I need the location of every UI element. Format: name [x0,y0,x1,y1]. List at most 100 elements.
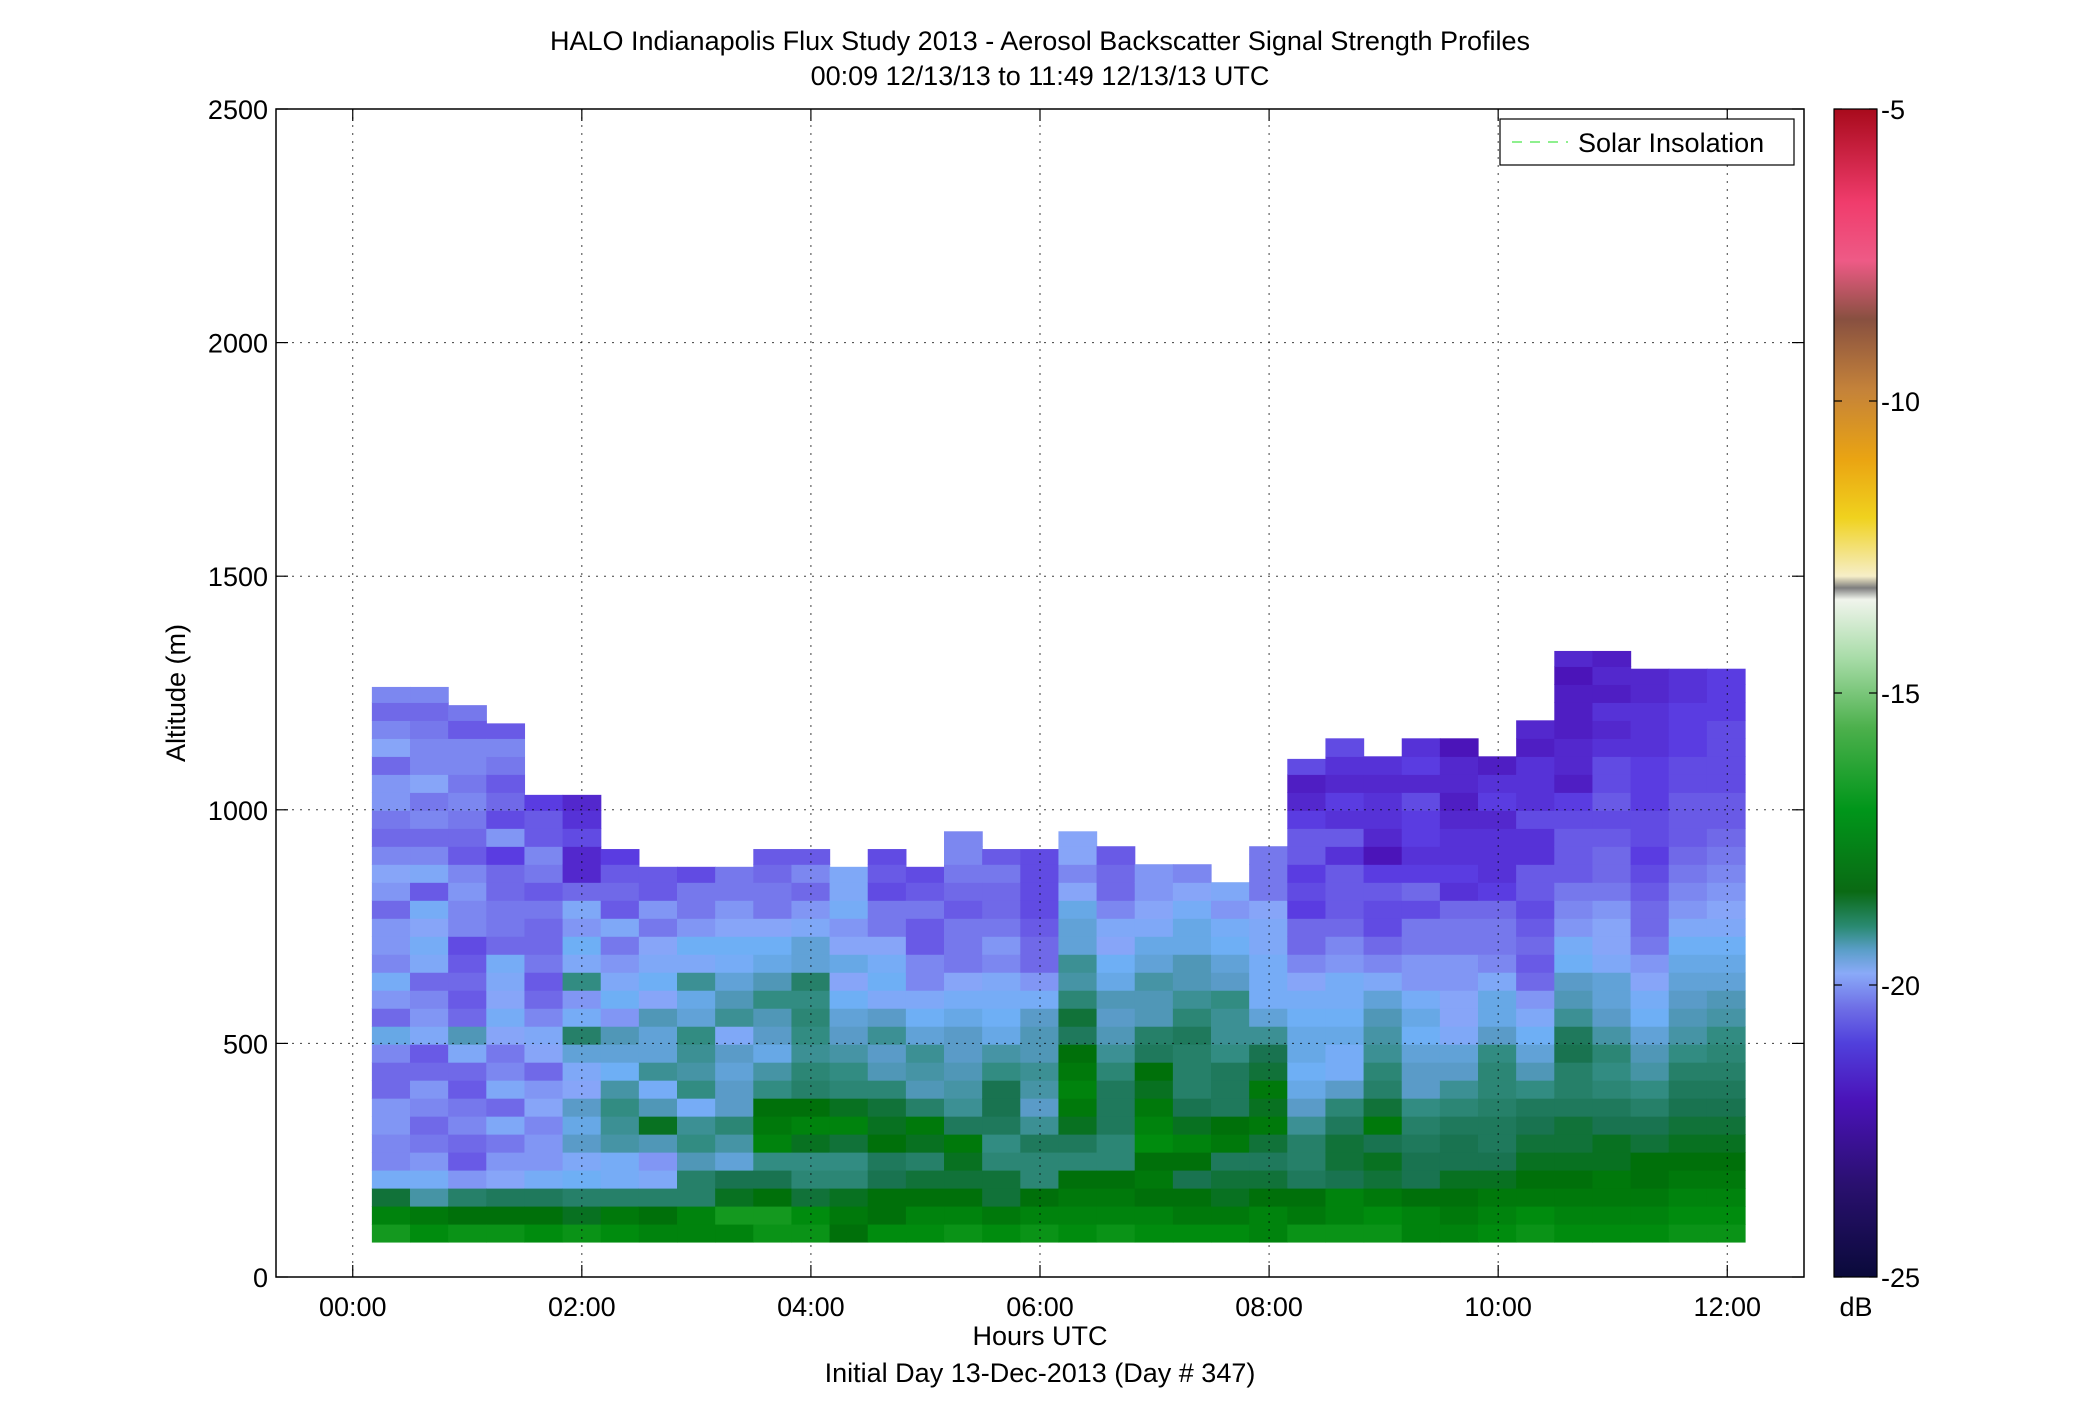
heatmap-cell [486,918,526,937]
heatmap-cell [1401,1170,1441,1189]
heatmap-cell [1668,954,1708,973]
heatmap-cell [410,1026,449,1045]
heatmap-cell [1211,1080,1250,1099]
heatmap-cell [486,990,526,1009]
heatmap-cell [1020,936,1060,955]
heatmap-cell [1516,1026,1555,1045]
heatmap-cell [1478,882,1517,901]
heatmap-cell [448,1062,487,1081]
heatmap-cell [1630,1044,1670,1063]
heatmap-cell [1096,1188,1136,1207]
heatmap-cell [371,686,411,703]
heatmap-cell [448,1008,487,1027]
heatmap-cell [410,1080,449,1099]
heatmap-cell [829,1080,869,1099]
heatmap-cell [1592,828,1632,847]
heatmap-cell [600,1205,640,1225]
heatmap-cell [715,1044,754,1063]
heatmap-cell [486,756,526,775]
heatmap-cell [982,936,1021,955]
heatmap-cell [1554,720,1594,739]
heatmap-cell [905,1062,945,1081]
heatmap-cell [1325,1170,1365,1189]
heatmap-cell [1363,1223,1403,1243]
heatmap-cell [638,866,678,883]
colorbar-tick-label: -10 [1881,387,1920,417]
heatmap-cell [371,1170,411,1189]
heatmap-cell [753,1098,793,1117]
heatmap-cell [867,1098,907,1117]
heatmap-cell [1478,936,1517,955]
heatmap-cell [1211,954,1250,973]
heatmap-cell [715,1080,754,1099]
heatmap-cell [600,1098,640,1117]
heatmap-cell [410,810,449,829]
heatmap-cell [1630,864,1670,883]
heatmap-cell [1630,684,1670,703]
heatmap-cell [1516,810,1555,829]
heatmap-cell [677,972,716,991]
heatmap-cell [1325,1116,1365,1135]
heatmap-cell [562,1170,602,1189]
heatmap-cell [1401,846,1441,865]
heatmap-cell [1554,864,1594,883]
heatmap-cell [1058,1134,1098,1153]
heatmap-cell [1401,1223,1441,1243]
heatmap-cell [524,864,564,883]
heatmap-cell [524,1008,564,1027]
heatmap-cell [1249,954,1288,973]
heatmap-cell [524,918,564,937]
heatmap-cell [791,990,831,1009]
heatmap-cell [638,1098,678,1117]
heatmap-cell [1134,972,1174,991]
heatmap-cell [1592,756,1632,775]
heatmap-cell [1706,792,1746,811]
heatmap-cell [1668,990,1708,1009]
heatmap-cell [1401,900,1441,919]
heatmap-cell [982,849,1021,865]
heatmap-cell [448,1098,487,1117]
heatmap-cell [753,936,793,955]
heatmap-cell [1439,810,1479,829]
heatmap-cell [1249,882,1288,901]
heatmap-cell [410,1044,449,1063]
heatmap-cell [448,738,487,757]
heatmap-cell [1401,1008,1441,1027]
heatmap-cell [1325,1098,1365,1117]
x-tick-label: 04:00 [777,1292,845,1322]
heatmap-cell [1249,846,1288,865]
heatmap-cell [753,1062,793,1081]
heatmap-cell [1401,936,1441,955]
heatmap-cell [448,810,487,829]
heatmap-cell [1211,972,1250,991]
heatmap-cell [829,1026,869,1045]
heatmap-cell [638,1116,678,1135]
heatmap-cell [1478,918,1517,937]
heatmap-cell [638,1205,678,1225]
heatmap-cell [1058,1223,1098,1243]
heatmap-cell [410,828,449,847]
heatmap-cell [1096,1098,1136,1117]
heatmap-cell [1439,936,1479,955]
heatmap-cell [1439,1008,1479,1027]
heatmap-cell [1325,882,1365,901]
heatmap-cell [1592,1170,1632,1189]
heatmap-cell [486,846,526,865]
heatmap-cell [1058,1188,1098,1207]
heatmap-cell [600,1188,640,1207]
heatmap-cell [1211,1062,1250,1081]
heatmap-cell [1630,828,1670,847]
x-tick-label: 00:00 [319,1292,387,1322]
heatmap-cell [1096,1026,1136,1045]
heatmap-cell [1592,918,1632,937]
heatmap-cell [1706,1170,1746,1189]
heatmap-cell [1439,1116,1479,1135]
heatmap-cell [905,918,945,937]
heatmap-cell [448,972,487,991]
heatmap-cell [448,990,487,1009]
heatmap-cell [1516,918,1555,937]
heatmap-cell [1096,1062,1136,1081]
heatmap-cell [486,1116,526,1135]
heatmap-cell [1478,990,1517,1009]
heatmap-cell [1554,936,1594,955]
